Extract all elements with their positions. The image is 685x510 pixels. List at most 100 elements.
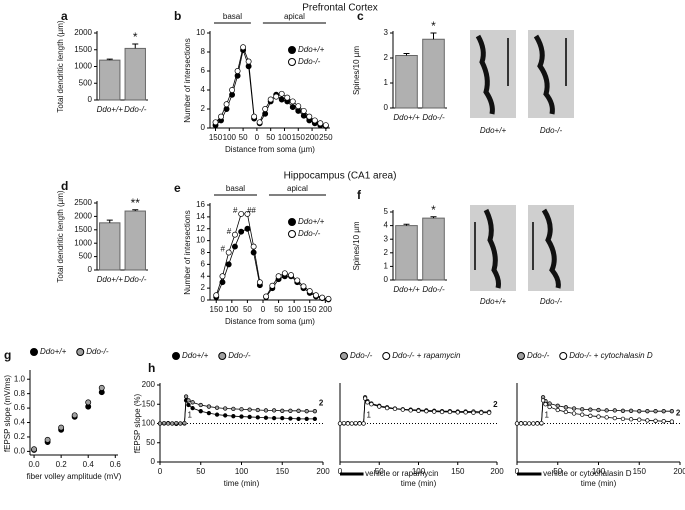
point <box>596 414 601 419</box>
point <box>306 288 313 295</box>
point <box>555 407 560 413</box>
y-axis-label: Spines/10 µm <box>352 46 361 95</box>
point <box>645 418 650 423</box>
point <box>256 119 263 126</box>
point <box>487 410 492 415</box>
x-tick-label: Ddo-/- <box>422 285 445 294</box>
point <box>479 410 484 415</box>
panel-letter: c <box>357 9 364 23</box>
x-tick-label: 0 <box>338 467 343 476</box>
x-tick-label: 0.6 <box>110 460 122 469</box>
y-tick-label: 2 <box>384 53 389 62</box>
point <box>256 279 263 286</box>
x-tick-label: Ddo+/+ <box>393 285 420 294</box>
point <box>278 96 285 103</box>
point <box>288 408 293 413</box>
x-axis-label: fiber volley amplitude (mV) <box>27 472 122 481</box>
x-tick-label: 100 <box>235 467 249 476</box>
point <box>295 103 302 110</box>
y-axis-label: Total dendritic length (µm) <box>56 20 65 113</box>
point <box>349 421 354 426</box>
point <box>384 405 390 411</box>
treatment-label: vehicle or cytochalasin D <box>543 469 632 478</box>
y-tick-label: 0 <box>151 457 156 466</box>
y-tick-label: 500 <box>79 78 93 87</box>
point <box>244 210 251 217</box>
point <box>628 417 634 422</box>
point <box>365 400 370 405</box>
point <box>44 436 51 443</box>
point <box>280 415 285 421</box>
x-tick-label: Ddo-/- <box>422 113 445 122</box>
point <box>190 405 195 411</box>
y-tick-label: 2 <box>201 104 206 113</box>
x-tick-label: Ddo+/+ <box>393 113 420 122</box>
legend-marker <box>288 46 296 54</box>
panel-letter: h <box>148 361 155 375</box>
point <box>294 277 301 284</box>
point <box>247 414 252 420</box>
x-tick-label: 0 <box>255 133 260 142</box>
point <box>288 272 294 279</box>
y-tick-label: 4 <box>201 271 206 280</box>
point <box>535 421 540 426</box>
error-bar <box>430 32 437 40</box>
image-label: Ddo-/- <box>540 126 563 135</box>
point <box>588 407 593 412</box>
legend-label: Ddo-/- + rapamycin <box>392 351 461 360</box>
y-tick-label: 0 <box>201 123 206 132</box>
legend-label: Ddo-/- <box>298 57 321 66</box>
point <box>231 406 236 412</box>
point <box>596 407 601 413</box>
y-tick-label: 1 <box>384 78 389 87</box>
point <box>518 421 524 426</box>
panel-letter: b <box>174 9 181 23</box>
y-tick-label: 0 <box>384 103 389 112</box>
point <box>289 104 296 111</box>
point <box>178 421 183 426</box>
y-tick-label: 0.6 <box>14 403 26 412</box>
section-title: Hippocampus (CA1 area) <box>284 171 397 182</box>
point <box>267 96 274 103</box>
point <box>263 293 270 300</box>
y-tick-label: 500 <box>79 252 93 261</box>
point <box>231 231 238 238</box>
point <box>531 421 536 426</box>
point <box>98 384 105 391</box>
x-axis-label: time (min) <box>224 479 260 488</box>
error-bar <box>403 53 410 56</box>
point <box>183 394 189 399</box>
y-axis-label: fEPSP slope (mV/ms) <box>3 375 12 453</box>
point <box>580 412 585 417</box>
point <box>231 243 238 250</box>
significance: * <box>431 19 436 33</box>
legend-marker <box>340 352 348 360</box>
y-tick-label: 10 <box>196 28 205 37</box>
y-tick-label: 0 <box>384 275 389 284</box>
point <box>361 421 366 426</box>
point <box>213 292 220 299</box>
legend-marker <box>288 58 296 66</box>
panel-letter: a <box>61 9 68 23</box>
legend-marker <box>218 352 227 360</box>
point <box>313 292 319 299</box>
y-tick-label: 4 <box>201 85 206 94</box>
point <box>284 94 291 101</box>
point <box>424 409 429 414</box>
point <box>357 421 362 426</box>
significance: * <box>431 203 436 217</box>
group-label: basal <box>226 184 245 193</box>
legend-label: Ddo-/- <box>228 351 251 360</box>
y-tick-label: 1500 <box>74 45 92 54</box>
x-tick-label: 100 <box>287 305 301 314</box>
y-tick-label: 1000 <box>74 62 92 71</box>
significance: ** <box>131 196 141 210</box>
x-tick-label: 150 <box>276 467 290 476</box>
point <box>250 243 257 250</box>
annotation: # <box>233 206 238 215</box>
legend-label: Ddo-/- + cytochalasin D <box>569 351 653 360</box>
point <box>341 420 347 426</box>
x-tick-label: 150 <box>303 305 317 314</box>
group-label: apical <box>284 12 305 21</box>
y-tick-label: 0.4 <box>14 418 26 427</box>
